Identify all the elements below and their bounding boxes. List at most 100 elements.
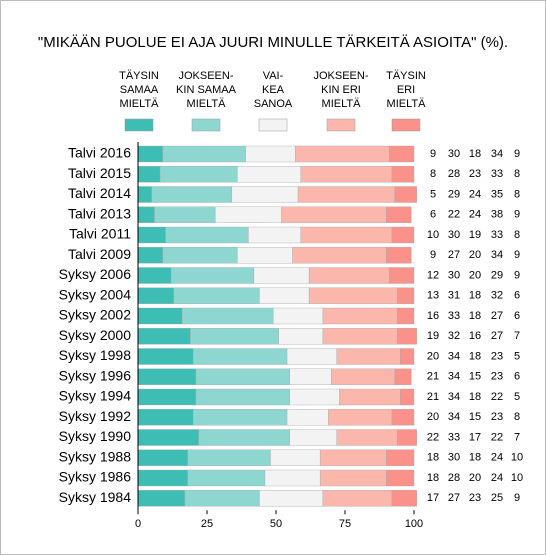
bar-segment <box>165 226 249 244</box>
y-tick-label: Syksy 1996 <box>59 367 132 383</box>
bar-segment <box>322 490 393 507</box>
value-label: 33 <box>491 229 503 241</box>
legend-swatch <box>258 118 288 132</box>
bar-segment <box>308 267 390 284</box>
value-label: 8 <box>430 168 436 180</box>
bar-segment <box>137 348 194 365</box>
value-label: 9 <box>514 492 520 504</box>
bar-segment <box>137 145 164 163</box>
bar-segment <box>273 307 324 325</box>
value-label: 15 <box>469 371 481 383</box>
value-label: 9 <box>430 148 436 160</box>
bar-segment <box>397 328 417 345</box>
legend-label: VAI- KEA SANOA <box>253 70 293 110</box>
value-label: 34 <box>448 391 460 403</box>
value-label: 9 <box>514 269 520 281</box>
value-label: 19 <box>427 330 439 342</box>
bar-segment <box>394 368 412 385</box>
y-tick-label: Syksy 2002 <box>59 307 132 323</box>
value-label: 34 <box>448 371 460 383</box>
value-label: 18 <box>469 391 481 403</box>
value-label: 10 <box>511 452 523 464</box>
value-label: 25 <box>491 492 503 504</box>
bar-segment <box>270 449 321 466</box>
bar-segment <box>391 409 415 426</box>
value-label: 5 <box>430 188 436 200</box>
bar-segment <box>137 186 153 203</box>
value-label: 8 <box>514 168 520 180</box>
y-tick-label: Syksy 1984 <box>59 489 132 505</box>
bar-segment <box>137 490 186 507</box>
legend-swatch <box>326 118 356 132</box>
y-tick-label: Syksy 1994 <box>59 388 132 404</box>
bar-segment <box>339 388 401 406</box>
y-tick-label: Talvi 2014 <box>68 185 131 201</box>
legend-swatch <box>391 118 421 132</box>
bar-segment <box>292 247 387 264</box>
value-label: 16 <box>427 310 439 322</box>
value-label: 5 <box>514 350 520 362</box>
value-label: 18 <box>469 350 481 362</box>
value-label: 22 <box>491 391 503 403</box>
bar-segment <box>300 226 393 244</box>
bar-segment <box>137 409 194 426</box>
value-label: 23 <box>491 371 503 383</box>
value-label: 31 <box>448 290 460 302</box>
value-label: 12 <box>427 269 439 281</box>
bar-segment <box>264 469 321 487</box>
bar-segment <box>137 449 188 466</box>
value-label: 5 <box>514 391 520 403</box>
value-label: 18 <box>469 290 481 302</box>
bar-segment <box>259 490 324 507</box>
value-label: 7 <box>514 431 520 443</box>
value-label: 27 <box>491 310 503 322</box>
value-label: 6 <box>430 209 436 221</box>
y-tick-label: Syksy 1992 <box>59 408 132 424</box>
value-label: 34 <box>448 350 460 362</box>
legend-label: TÄYSIN SAMAA MIELTÄ <box>119 70 159 110</box>
value-label: 6 <box>514 290 520 302</box>
value-label: 21 <box>427 391 439 403</box>
bar-segment <box>397 307 415 325</box>
value-label: 17 <box>469 431 481 443</box>
x-tick-label: 25 <box>201 518 213 530</box>
value-label: 35 <box>491 188 503 200</box>
y-tick-label: Talvi 2016 <box>68 145 131 161</box>
value-label: 30 <box>448 452 460 464</box>
bar-segment <box>137 307 183 325</box>
value-label: 19 <box>469 229 481 241</box>
value-label: 20 <box>427 350 439 362</box>
bar-segment <box>386 247 412 264</box>
bar-segment <box>231 186 299 203</box>
y-tick-label: Talvi 2015 <box>68 165 131 181</box>
bar-segment <box>297 186 395 203</box>
bar-segment <box>137 267 172 284</box>
bar-segment <box>322 307 398 325</box>
value-label: 6 <box>514 310 520 322</box>
y-tick-label: Syksy 1986 <box>59 469 132 485</box>
bar-segment <box>137 429 199 446</box>
bar-segment <box>386 206 412 223</box>
value-label: 33 <box>491 168 503 180</box>
value-label: 13 <box>427 290 439 302</box>
y-tick-label: Syksy 2004 <box>59 286 132 302</box>
value-label: 27 <box>491 330 503 342</box>
bar-segment <box>192 409 288 426</box>
bar-segment <box>308 287 398 304</box>
bar-segment <box>286 409 329 426</box>
legend-label: JOKSEEN- KIN SAMAA MIELTÄ <box>176 70 236 110</box>
value-label: 30 <box>448 229 460 241</box>
legend-swatch <box>124 118 154 132</box>
bar-segment <box>388 145 415 163</box>
y-tick-label: Syksy 1990 <box>59 428 132 444</box>
bar-segment <box>137 328 191 345</box>
value-label: 29 <box>448 188 460 200</box>
bar-segment <box>181 307 274 325</box>
bar-segment <box>237 166 302 183</box>
bar-segment <box>137 166 161 183</box>
bar-segment <box>173 287 260 304</box>
value-label: 20 <box>469 269 481 281</box>
value-label: 10 <box>427 229 439 241</box>
value-label: 34 <box>448 411 460 423</box>
